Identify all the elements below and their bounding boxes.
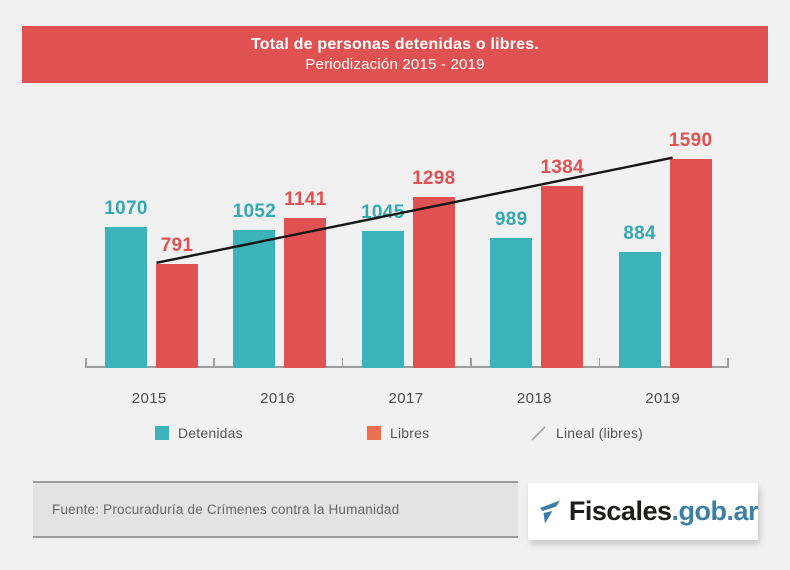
x-axis-tick	[470, 358, 472, 366]
bar-value-libres-2018: 1384	[540, 157, 584, 178]
bar-value-libres-2017: 1298	[412, 168, 456, 189]
bar-detenidas-2019	[618, 252, 661, 368]
legend-item-detenidas: Detenidas	[155, 423, 243, 443]
logo-text: Fiscales.gob.ar	[568, 496, 759, 527]
x-axis-tick	[598, 358, 601, 366]
logo-brand: Fiscales	[568, 496, 672, 526]
x-axis-label-2018: 2018	[516, 390, 552, 407]
legend-item-lineal-libres: Lineal (libres)	[530, 423, 643, 443]
bar-detenidas-2018	[490, 238, 533, 368]
bar-libres-2017	[412, 197, 455, 368]
x-axis-label-2015: 2015	[131, 390, 167, 407]
x-axis-tick	[85, 358, 87, 366]
chart-title: Total de personas detenidas o libres.	[250, 36, 540, 53]
bar-detenidas-2016	[233, 230, 276, 368]
x-axis-tick	[341, 358, 344, 366]
logo-domain: .gob.ar	[671, 496, 758, 526]
bar-libres-2016	[284, 218, 327, 368]
fiscales-f-icon	[539, 500, 560, 523]
bar-value-libres-2015: 791	[160, 235, 194, 256]
fiscales-logo: Fiscales.gob.ar	[528, 483, 758, 540]
legend-slash-icon	[531, 425, 546, 441]
x-axis-tick	[727, 358, 729, 366]
bar-detenidas-2017	[361, 231, 404, 368]
chart-subtitle: Periodización 2015 - 2019	[305, 56, 485, 73]
source-text: Fuente: Procuraduría de Crímenes contra …	[52, 502, 400, 517]
bar-value-libres-2019: 1590	[668, 130, 713, 151]
x-axis-label-2019: 2019	[645, 390, 681, 407]
x-axis-label-2016: 2016	[260, 390, 296, 407]
x-axis-label-2017: 2017	[388, 390, 424, 407]
legend-item-libres: Libres	[367, 423, 429, 443]
bar-libres-2015	[156, 264, 198, 368]
legend-swatch-icon	[155, 426, 169, 440]
legend-label: Detenidas	[178, 425, 243, 441]
bar-libres-2019	[669, 159, 712, 368]
bar-libres-2018	[541, 186, 584, 368]
x-axis-line	[85, 366, 729, 368]
header-banner: Total de personas detenidas o libres. Pe…	[22, 26, 768, 83]
legend-label: Libres	[390, 425, 430, 441]
bar-value-detenidas-2015: 1070	[104, 198, 148, 219]
legend-label: Lineal (libres)	[556, 425, 644, 441]
bar-value-libres-2016: 1141	[284, 189, 327, 210]
x-axis-tick	[213, 358, 215, 366]
bar-detenidas-2015	[105, 227, 147, 368]
source-box: Fuente: Procuraduría de Crímenes contra …	[33, 481, 518, 538]
legend-swatch-icon	[367, 426, 381, 440]
